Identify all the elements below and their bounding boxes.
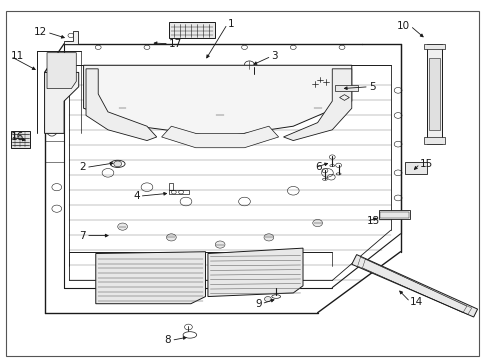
- Polygon shape: [161, 126, 278, 148]
- Circle shape: [312, 220, 322, 226]
- Circle shape: [264, 234, 273, 241]
- Text: 13: 13: [366, 216, 379, 226]
- Polygon shape: [351, 255, 477, 317]
- Text: 9: 9: [254, 299, 261, 309]
- Bar: [405, 162, 427, 174]
- Text: 15: 15: [419, 159, 432, 169]
- Bar: [334, 85, 357, 91]
- Text: 7: 7: [79, 231, 86, 240]
- Bar: [168, 183, 172, 190]
- Bar: [428, 58, 439, 130]
- Circle shape: [312, 105, 322, 112]
- Text: 8: 8: [164, 335, 171, 345]
- Text: 11: 11: [10, 51, 23, 61]
- Text: 3: 3: [271, 51, 277, 61]
- Circle shape: [215, 241, 224, 248]
- Bar: [424, 137, 444, 144]
- Polygon shape: [339, 95, 348, 100]
- Bar: [424, 44, 444, 49]
- Polygon shape: [207, 248, 303, 297]
- Polygon shape: [83, 65, 351, 137]
- Circle shape: [114, 161, 122, 167]
- Circle shape: [264, 297, 271, 302]
- Polygon shape: [47, 53, 76, 89]
- Text: 12: 12: [34, 27, 47, 37]
- Text: 6: 6: [315, 162, 321, 172]
- Bar: [11, 131, 30, 148]
- Bar: [44, 140, 64, 162]
- Text: 4: 4: [133, 191, 140, 201]
- Polygon shape: [283, 69, 351, 140]
- Circle shape: [118, 223, 127, 230]
- Text: 5: 5: [368, 82, 375, 92]
- Text: 16: 16: [10, 132, 23, 142]
- Circle shape: [215, 112, 224, 119]
- Text: 1: 1: [227, 19, 234, 29]
- Polygon shape: [64, 31, 78, 44]
- Polygon shape: [427, 44, 441, 144]
- Text: 17: 17: [168, 39, 182, 49]
- Bar: [168, 22, 215, 39]
- Polygon shape: [86, 69, 157, 140]
- Polygon shape: [44, 72, 79, 134]
- Bar: [378, 211, 409, 220]
- Circle shape: [166, 234, 176, 241]
- Circle shape: [118, 105, 127, 112]
- Text: 10: 10: [396, 21, 409, 31]
- Bar: [168, 190, 189, 194]
- Text: 2: 2: [79, 162, 86, 172]
- Polygon shape: [96, 252, 205, 304]
- Text: 14: 14: [409, 297, 423, 307]
- Bar: [379, 212, 408, 219]
